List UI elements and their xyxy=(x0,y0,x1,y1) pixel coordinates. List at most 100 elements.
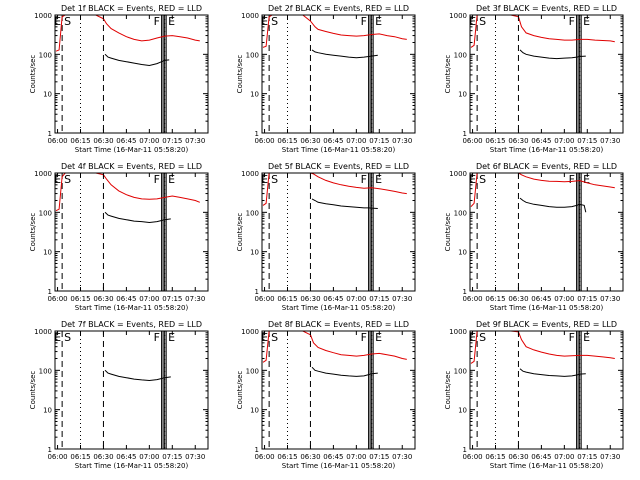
x-axis-label: Start Time (16-Mar-11 05:58:20) xyxy=(490,304,604,312)
y-tick-label: 100 xyxy=(246,367,259,375)
marker-label: S xyxy=(479,15,486,28)
x-tick-label: 06:45 xyxy=(116,295,136,303)
y-tick-label: 1 xyxy=(48,130,52,138)
marker-label: E xyxy=(583,15,590,28)
x-tick-label: 07:00 xyxy=(139,137,159,145)
x-tick-label: 06:30 xyxy=(300,295,320,303)
x-tick-label: 06:15 xyxy=(277,453,297,461)
panel-title: Det 7f BLACK = Events, RED = LLD xyxy=(61,320,202,329)
lld-series-line xyxy=(262,14,407,48)
x-tick-label: 06:15 xyxy=(485,295,505,303)
lld-series-line xyxy=(55,14,200,52)
marker-label: E xyxy=(375,331,382,344)
panel-8: E S F E06:00 06:15 06:30 06:45 07:00 07:15 07:301… xyxy=(236,320,416,470)
events-series-line xyxy=(104,53,170,67)
y-axis-label: Counts/sec xyxy=(236,371,244,410)
x-tick-label: 06:00 xyxy=(47,295,67,303)
marker-label: S xyxy=(64,15,71,28)
panel-5: E S F E06:00 06:15 06:30 06:45 07:00 07:15 07:301… xyxy=(236,162,416,312)
y-tick-label: 100 xyxy=(454,367,467,375)
x-tick-label: 06:30 xyxy=(93,295,113,303)
y-tick-label: 1000 xyxy=(34,170,52,178)
x-tick-label: 06:45 xyxy=(531,453,551,461)
y-axis-label: Counts/sec xyxy=(236,55,244,94)
x-tick-label: 07:00 xyxy=(346,295,366,303)
y-tick-label: 10 xyxy=(43,249,52,257)
marker-label: S xyxy=(64,331,71,344)
marker-label: E xyxy=(261,173,268,186)
x-tick-label: 06:45 xyxy=(531,295,551,303)
x-tick-label: 07:15 xyxy=(369,453,389,461)
panel-title: Det 2f BLACK = Events, RED = LLD xyxy=(268,4,409,13)
marker-label: S xyxy=(64,173,71,186)
events-series-line xyxy=(519,368,586,377)
x-tick-label: 07:30 xyxy=(185,295,205,303)
x-tick-label: 06:45 xyxy=(323,295,343,303)
panel-title: Det 8f BLACK = Events, RED = LLD xyxy=(268,320,409,329)
events-series-line xyxy=(104,369,171,382)
x-axis-label: Start Time (16-Mar-11 05:58:20) xyxy=(282,304,396,312)
plot-frame xyxy=(261,172,416,292)
marker-label: F xyxy=(569,15,575,28)
x-tick-label: 07:30 xyxy=(185,453,205,461)
x-tick-label: 07:30 xyxy=(600,295,620,303)
plot-frame xyxy=(469,14,624,134)
marker-label: E xyxy=(375,15,382,28)
lld-series-line xyxy=(262,172,407,206)
marker-label: E xyxy=(375,173,382,186)
y-tick-label: 10 xyxy=(458,407,467,415)
marker-label: E xyxy=(469,173,476,186)
plot-frame xyxy=(54,330,209,450)
x-tick-label: 07:30 xyxy=(392,137,412,145)
x-tick-label: 06:00 xyxy=(47,137,67,145)
y-axis-label: Counts/sec xyxy=(444,55,452,94)
y-tick-label: 1000 xyxy=(449,170,467,178)
x-tick-label: 07:15 xyxy=(162,295,182,303)
x-tick-label: 07:15 xyxy=(369,295,389,303)
y-tick-label: 1000 xyxy=(449,12,467,20)
x-tick-label: 07:00 xyxy=(554,295,574,303)
y-tick-label: 1000 xyxy=(449,328,467,336)
panel-3: E S F E06:00 06:15 06:30 06:45 07:00 07:15 07:301… xyxy=(444,4,624,154)
y-tick-label: 10 xyxy=(250,249,259,257)
y-tick-label: 100 xyxy=(246,51,259,59)
panel-title: Det 6f BLACK = Events, RED = LLD xyxy=(476,162,617,171)
x-tick-label: 06:00 xyxy=(254,295,274,303)
y-axis-label: Counts/sec xyxy=(29,55,37,94)
panel-7: E S F E06:00 06:15 06:30 06:45 07:00 07:15 07:301… xyxy=(29,320,209,470)
plot-frame xyxy=(469,330,624,450)
y-tick-label: 1000 xyxy=(34,328,52,336)
y-tick-label: 10 xyxy=(43,91,52,99)
x-tick-label: 07:00 xyxy=(346,137,366,145)
y-tick-label: 10 xyxy=(43,407,52,415)
y-tick-label: 100 xyxy=(39,367,52,375)
x-tick-label: 06:30 xyxy=(508,295,528,303)
events-series-line xyxy=(519,49,586,60)
marker-label: E xyxy=(168,331,175,344)
x-tick-label: 07:30 xyxy=(600,453,620,461)
marker-label: F xyxy=(154,331,160,344)
x-axis-label: Start Time (16-Mar-11 05:58:20) xyxy=(75,146,189,154)
x-tick-label: 07:15 xyxy=(162,137,182,145)
marker-label: S xyxy=(479,173,486,186)
x-tick-label: 06:45 xyxy=(116,453,136,461)
marker-label: E xyxy=(469,331,476,344)
lld-series-line xyxy=(470,330,615,364)
marker-label: F xyxy=(154,173,160,186)
marker-label: E xyxy=(54,15,61,28)
y-tick-label: 1 xyxy=(463,446,467,454)
marker-label: F xyxy=(569,331,575,344)
marker-label: E xyxy=(54,173,61,186)
y-tick-label: 10 xyxy=(250,91,259,99)
plot-frame xyxy=(54,14,209,134)
panel-title: Det 5f BLACK = Events, RED = LLD xyxy=(268,162,409,171)
events-series-line xyxy=(311,198,378,209)
marker-label: E xyxy=(168,173,175,186)
marker-label: S xyxy=(479,331,486,344)
lld-series-line xyxy=(470,172,615,207)
x-tick-label: 07:30 xyxy=(392,295,412,303)
y-axis-label: Counts/sec xyxy=(29,213,37,252)
x-tick-label: 06:30 xyxy=(93,453,113,461)
x-tick-label: 06:00 xyxy=(462,137,482,145)
